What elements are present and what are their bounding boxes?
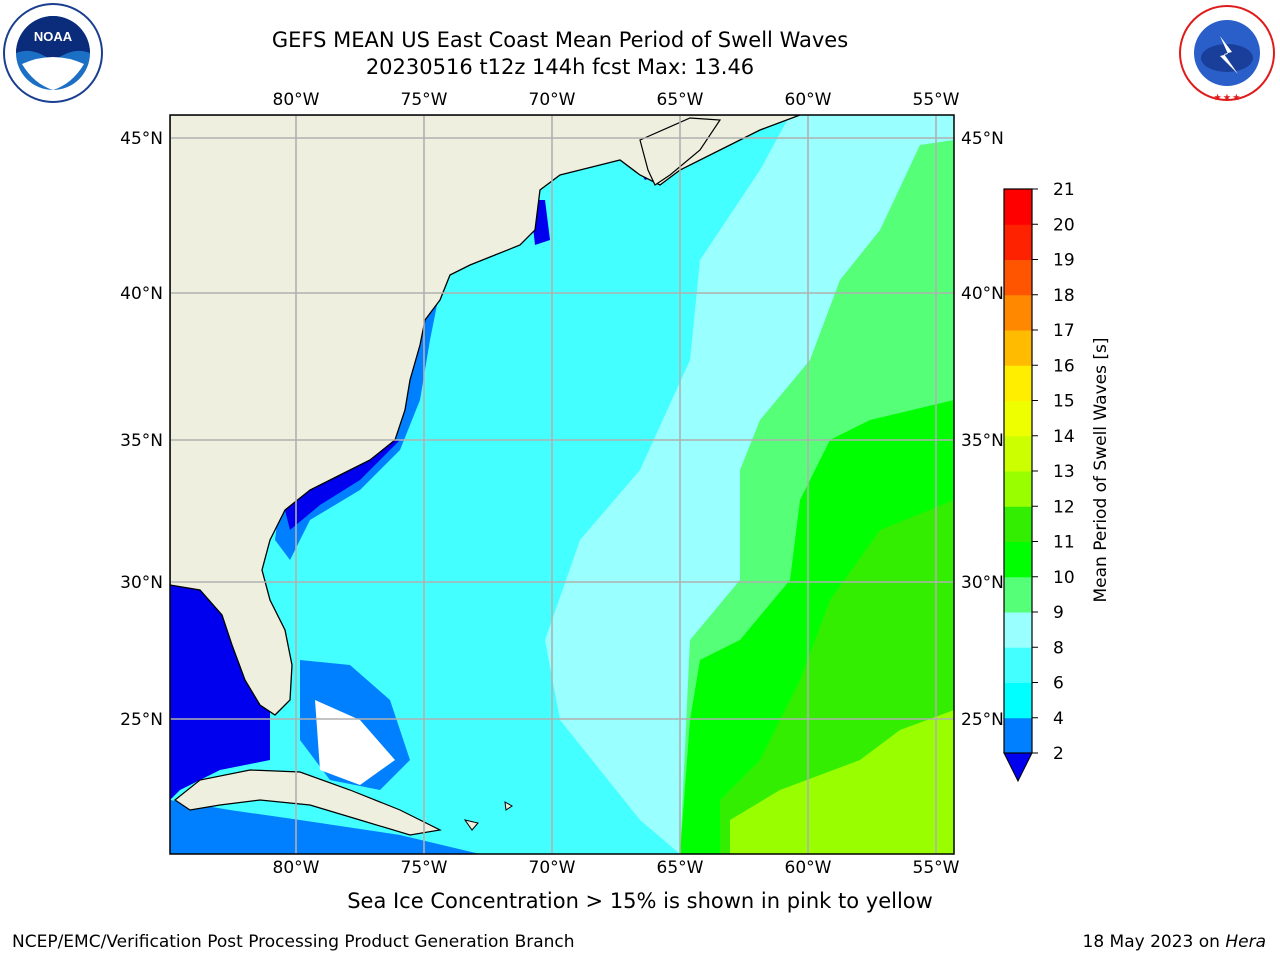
colorbar-swatch [1004,471,1032,507]
colorbar-tick-label: 19 [1053,251,1075,271]
colorbar-swatch [1004,294,1032,331]
footer-org: NCEP/EMC/Verification Post Processing Pr… [12,932,575,952]
colorbar-swatch [1004,717,1032,754]
lon-label-bottom: 70°W [529,858,576,878]
footer-host: Hera [1225,932,1266,952]
lon-label-top: 65°W [657,90,704,110]
land-cuba [173,769,442,836]
map-gridlines [170,115,954,854]
colorbar-tick-label: 17 [1053,321,1075,341]
colorbar-swatch [1004,647,1032,683]
lon-label-bottom: 65°W [657,858,704,878]
colorbar-tick-label: 20 [1053,215,1075,235]
noaa-logo-icon: NOAA [2,2,104,108]
colorbar-extend-arrow [1003,752,1033,783]
lon-label-top: 55°W [913,90,960,110]
lat-label-right: 30°N [961,573,1004,593]
footer-date: 18 May 2023 on Hera [1083,932,1267,952]
lon-label-bottom: 80°W [273,858,320,878]
map-plot-area [170,115,954,854]
swell-zone-gulf [170,580,270,800]
lon-label-bottom: 55°W [913,858,960,878]
lon-label-bottom: 75°W [401,858,448,878]
colorbar-tick-label: 10 [1053,568,1075,588]
chart-subtitle: 20230516 t12z 144h fcst Max: 13.46 [365,55,755,79]
colorbar-tick-label: 12 [1053,497,1075,517]
colorbar-swatch [1004,576,1032,613]
lat-label-left: 35°N [120,431,163,451]
colorbar-swatch [1004,400,1032,437]
colorbar-tick-label: 4 [1053,709,1064,729]
colorbar-tick-label: 11 [1053,533,1075,553]
colorbar-swatch [1004,365,1032,401]
lon-label-top: 80°W [273,90,320,110]
colorbar-swatch [1004,224,1032,260]
lat-label-right: 40°N [961,284,1004,304]
colorbar: 2 4 6 8 9 10 11 12 13 14 15 16 17 18 19 20 21 [1003,180,1075,783]
footer-date-text: 18 May 2023 on [1082,932,1220,952]
colorbar-tick-label: 6 [1053,674,1064,694]
lat-label-right: 35°N [961,431,1004,451]
map-frame [169,114,955,855]
colorbar-swatch [1004,682,1032,719]
lat-label-right: 25°N [961,710,1004,730]
swell-zone-12-13 [730,710,954,854]
colorbar-swatch [1004,259,1032,296]
colorbar-swatch [1004,189,1032,225]
colorbar-swatch [1004,612,1032,648]
lat-label-left: 45°N [120,129,163,149]
colorbar-tick-label: 18 [1053,286,1075,306]
svg-text:NOAA: NOAA [34,29,73,44]
sea-ice-note: Sea Ice Concentration > 15% is shown in … [347,889,933,913]
colorbar-swatch [1004,506,1032,542]
colorbar-tick-label: 9 [1053,603,1064,623]
colorbar-title: Mean Period of Swell Waves [s] [1091,338,1111,603]
colorbar-tick-label: 14 [1053,427,1075,447]
lon-label-top: 60°W [785,90,832,110]
lat-label-left: 30°N [120,573,163,593]
colorbar-tick-label: 13 [1053,462,1075,482]
nws-logo-icon: ★ ★ ★ [1176,2,1278,108]
colorbar-swatch [1004,541,1032,578]
colorbar-tick-label: 16 [1053,356,1075,376]
colorbar-tick-label: 2 [1053,744,1064,764]
colorbar-swatch [1004,435,1032,472]
colorbar-tick-label: 21 [1053,180,1075,200]
colorbar-tick-label: 15 [1053,392,1075,412]
land-north-america [170,115,801,716]
lat-label-left: 40°N [120,284,163,304]
colorbar-swatch [1004,330,1032,366]
lon-label-top: 75°W [401,90,448,110]
lat-label-left: 25°N [120,710,163,730]
lon-label-top: 70°W [529,90,576,110]
chart-title: GEFS MEAN US East Coast Mean Period of S… [271,28,849,52]
colorbar-tick-label: 8 [1053,638,1064,658]
lon-label-bottom: 60°W [785,858,832,878]
lat-label-right: 45°N [961,129,1004,149]
svg-text:★ ★ ★: ★ ★ ★ [1214,93,1241,102]
